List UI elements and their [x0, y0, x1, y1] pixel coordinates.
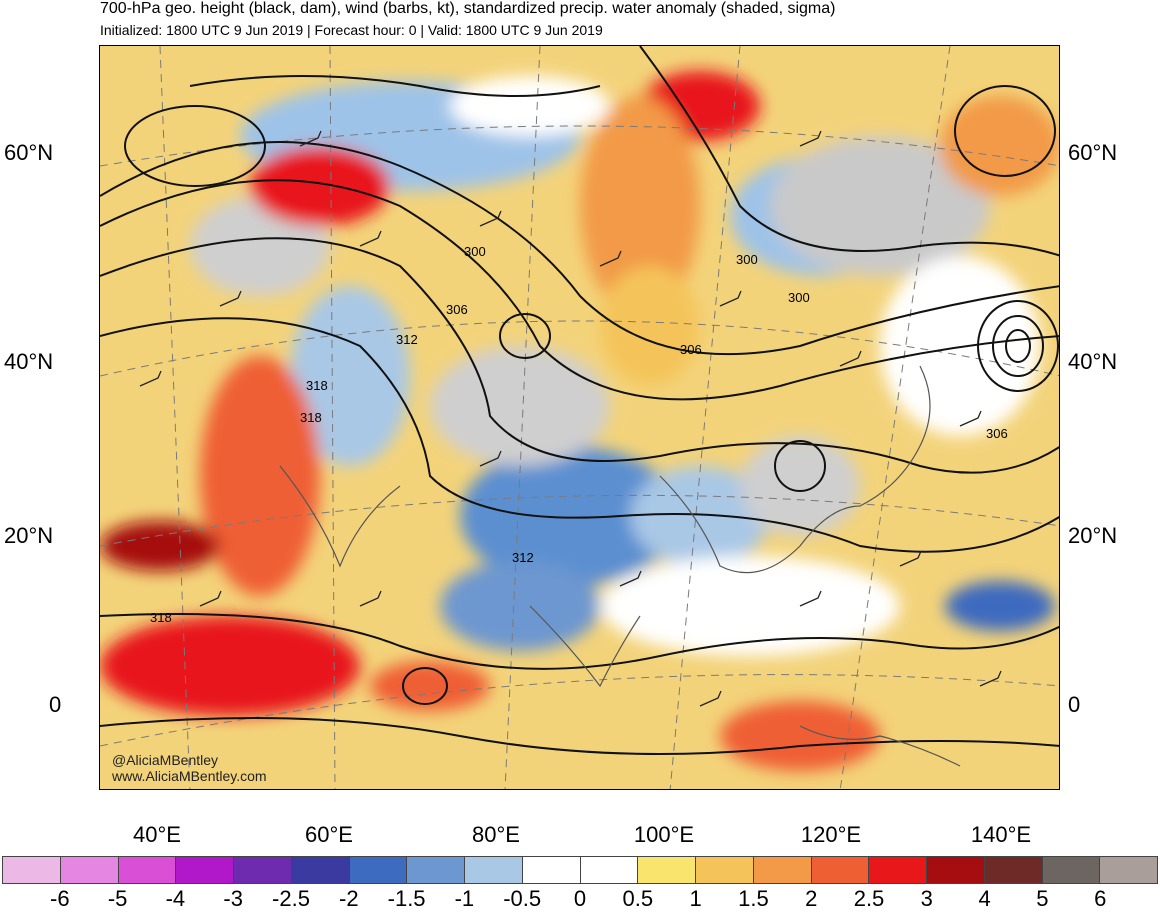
contour-label: 300 [736, 252, 758, 267]
credit-url: www.AliciaMBentley.com [112, 768, 267, 784]
colorbar-segment [580, 857, 639, 883]
colorbar [2, 856, 1158, 884]
colorbar-label: 1 [689, 886, 702, 911]
lon-label-100e: 100°E [633, 822, 695, 847]
colorbar-label: 0 [573, 886, 587, 911]
height-contours [100, 46, 1059, 755]
contour-label: 306 [680, 342, 702, 357]
colorbar-label: 5 [1036, 886, 1049, 911]
wind-barbs [139, 130, 1002, 707]
colorbar-segment [407, 857, 465, 883]
contour-label: 318 [150, 610, 172, 625]
colorbar-segment [638, 857, 696, 883]
contour-label: 312 [396, 332, 418, 347]
colorbar-label: 1.5 [738, 886, 769, 911]
lon-label-80e: 80°E [472, 822, 520, 847]
lon-label-140e: 140°E [970, 822, 1032, 847]
contour-label: 306 [446, 302, 468, 317]
colorbar-segment [927, 857, 985, 883]
colorbar-segment [118, 857, 177, 883]
colorbar-segment [291, 857, 350, 883]
colorbar-segment [349, 857, 408, 883]
lon-label-120e: 120°E [800, 822, 862, 847]
colorbar-label: 6 [1094, 886, 1107, 911]
colorbar-label: 4 [978, 886, 991, 911]
colorbar-segment [811, 857, 870, 883]
lat-label-60n-right: 60°N [1068, 140, 1118, 165]
colorbar-label: 3 [920, 886, 933, 911]
contour-label: 318 [300, 410, 322, 425]
colorbar-segment [176, 857, 234, 883]
colorbar-segment [60, 857, 119, 883]
colorbar-segment [522, 857, 581, 883]
lat-label-40n-left: 40°N [4, 349, 54, 374]
lat-label-0-left: 0 [49, 692, 62, 717]
colorbar-segment [1042, 857, 1101, 883]
lat-label-60n-left: 60°N [4, 140, 54, 165]
colorbar-segment [753, 857, 812, 883]
colorbar-label: -1.5 [387, 886, 426, 911]
lon-label-40e: 40°E [133, 822, 181, 847]
chart-subtitle: Initialized: 1800 UTC 9 Jun 2019 | Forec… [100, 22, 603, 38]
colorbar-label: 0.5 [622, 886, 654, 911]
colorbar-segment [3, 857, 61, 883]
colorbar-label: -2 [339, 886, 359, 911]
contour-label: 300 [464, 244, 486, 259]
contour-label: 306 [986, 426, 1008, 441]
colorbar-segment [984, 857, 1043, 883]
colorbar-segment [234, 857, 292, 883]
weather-map: 300 306 312 318 318 300 300 306 306 312 … [99, 45, 1060, 790]
contour-label: 318 [306, 378, 328, 393]
contour-labels: 300 306 312 318 318 300 300 306 306 312 … [150, 244, 1008, 625]
lat-label-40n-right: 40°N [1068, 349, 1118, 374]
colorbar-segment [465, 857, 523, 883]
lat-label-20n-left: 20°N [4, 523, 54, 548]
colorbar-segment [696, 857, 754, 883]
lat-label-0-right: 0 [1068, 692, 1081, 717]
chart-title: 700-hPa geo. height (black, dam), wind (… [100, 0, 836, 17]
colorbar-label: -4 [165, 886, 186, 911]
contour-label: 312 [512, 550, 534, 565]
coastlines [279, 365, 961, 767]
colorbar-label: -1 [454, 886, 475, 911]
contour-label: 300 [788, 290, 810, 305]
colorbar-label: 2 [805, 886, 818, 911]
colorbar-label: -5 [107, 886, 128, 911]
anomaly-shading [100, 71, 1059, 771]
lon-label-60e: 60°E [305, 822, 353, 847]
colorbar-segment [1100, 857, 1157, 883]
credit-handle: @AliciaMBentley [112, 752, 219, 768]
colorbar-label: -2.5 [272, 886, 310, 911]
lat-label-20n-right: 20°N [1068, 523, 1118, 548]
colorbar-label: -3 [223, 886, 243, 911]
colorbar-label: -6 [50, 886, 70, 911]
colorbar-label: 2.5 [853, 886, 885, 911]
map-canvas: 300 306 312 318 318 300 300 306 306 312 … [100, 46, 1059, 789]
colorbar-label: -0.5 [503, 886, 542, 911]
colorbar-segment [869, 857, 927, 883]
